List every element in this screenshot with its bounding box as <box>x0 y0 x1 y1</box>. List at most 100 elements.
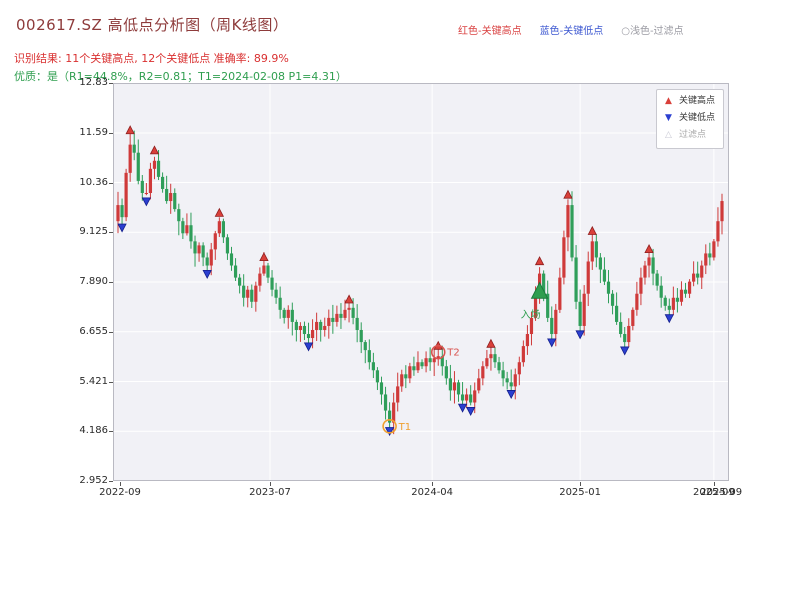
candle <box>687 281 692 294</box>
candle <box>278 297 282 310</box>
key-high-marker <box>344 294 354 304</box>
candle <box>562 237 566 278</box>
candle <box>250 289 254 302</box>
y-axis-tick-label: 9.125 <box>79 226 108 238</box>
candle <box>667 305 671 310</box>
key-low-marker <box>547 338 557 348</box>
candle <box>440 356 444 367</box>
candle <box>173 192 177 210</box>
candle <box>351 307 355 318</box>
candle <box>156 160 161 177</box>
candle <box>148 168 153 193</box>
candle <box>497 362 501 371</box>
candle <box>473 390 477 403</box>
candle <box>679 289 684 302</box>
candle <box>639 277 643 294</box>
candle <box>465 394 469 401</box>
candle <box>116 205 120 222</box>
candle <box>128 144 132 173</box>
y-axis-tick <box>109 331 113 333</box>
x-axis-tick <box>580 482 582 486</box>
key-low-marker <box>620 346 630 356</box>
key-low-marker <box>141 197 152 207</box>
candle <box>533 293 538 318</box>
y-axis-tick-label: 4.186 <box>79 425 108 437</box>
candle <box>327 317 331 326</box>
y-axis-tick <box>109 431 113 433</box>
candle <box>558 277 562 310</box>
legend-row-filtered: △ 过滤点 <box>663 127 715 144</box>
candle <box>209 249 213 266</box>
candle <box>517 362 521 375</box>
y-axis-tick <box>109 381 113 383</box>
x-axis-tick-label: 2022-09 <box>99 487 141 498</box>
candle <box>574 257 578 302</box>
candle <box>266 265 270 278</box>
legend-label-filtered: 过滤点 <box>678 130 706 140</box>
candle <box>201 245 205 258</box>
key-high-marker <box>125 125 135 135</box>
candlestick-series <box>116 130 724 435</box>
candle <box>671 297 675 310</box>
candle <box>392 402 396 423</box>
candle <box>347 307 351 310</box>
y-axis-tick <box>109 481 113 482</box>
candle <box>323 325 327 330</box>
candle <box>185 225 189 234</box>
candle <box>371 362 375 371</box>
y-axis-tick <box>109 132 113 134</box>
key-high-marker <box>149 145 160 155</box>
candle <box>213 233 217 250</box>
entry-marker <box>530 281 549 299</box>
legend-row-key-low: ▼ 关键低点 <box>663 110 715 127</box>
key-high-marker <box>563 189 573 199</box>
key-high-marker <box>214 207 225 217</box>
candle <box>594 241 598 258</box>
candle <box>675 297 680 302</box>
candle <box>696 273 700 278</box>
key-low-marker <box>506 390 516 400</box>
candle <box>177 209 181 222</box>
candle <box>720 201 724 222</box>
candle <box>550 317 554 335</box>
candle <box>375 370 380 383</box>
x-axis-tick-label: 2025-09 <box>692 487 735 498</box>
candlestick-chart: T1 T2 入场 <box>113 83 729 481</box>
plot-legend-box: ▲ 关键高点 ▼ 关键低点 △ 过滤点 <box>655 89 724 149</box>
candle <box>229 253 234 266</box>
key-high-marker <box>587 225 597 235</box>
grid-lines <box>113 83 729 481</box>
candle <box>456 382 461 395</box>
candle <box>542 273 546 294</box>
candle <box>610 293 615 306</box>
legend-label-key-high: 关键高点 <box>678 96 715 106</box>
candle <box>712 241 716 258</box>
candle <box>233 265 238 278</box>
candle <box>140 180 144 193</box>
candle <box>294 321 298 330</box>
candle <box>343 309 347 318</box>
candle <box>246 289 250 298</box>
t1-circle <box>382 418 397 434</box>
candle <box>509 382 513 387</box>
candle <box>319 321 323 330</box>
candle <box>387 410 392 423</box>
candle <box>189 225 193 242</box>
candle <box>367 350 371 363</box>
x-axis-tick-label: 2025-09 <box>700 487 743 498</box>
candle <box>521 346 525 363</box>
candle <box>602 269 607 282</box>
y-axis-tick-label: 12.83 <box>79 77 108 88</box>
candle <box>428 358 432 363</box>
candle <box>310 329 315 339</box>
candle <box>169 192 173 202</box>
quality-result-text: 优质：是（R1=44.8%，R2=0.81；T1=2024-02-08 P1=4… <box>14 70 347 83</box>
candle <box>529 317 534 335</box>
candle <box>590 241 594 262</box>
y-axis-tick-label: 10.36 <box>79 176 108 188</box>
candle <box>489 354 493 359</box>
candle <box>477 378 481 391</box>
candle <box>193 241 197 254</box>
candle <box>254 285 258 302</box>
candle <box>493 354 497 363</box>
